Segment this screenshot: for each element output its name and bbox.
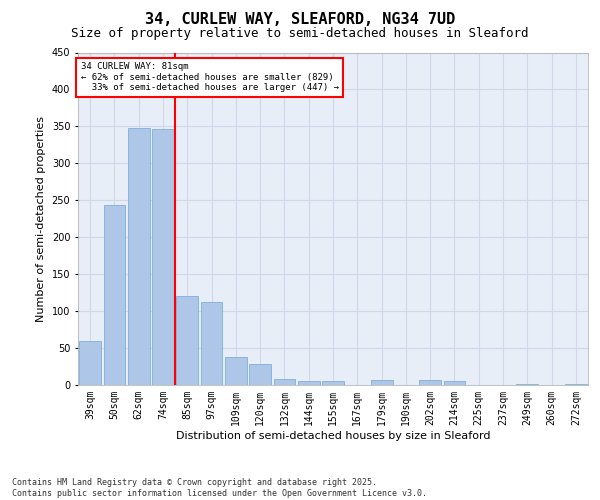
Bar [371,380,392,385]
Text: 34 CURLEW WAY: 81sqm
← 62% of semi-detached houses are smaller (829)
  33% of se: 34 CURLEW WAY: 81sqm ← 62% of semi-detac… [80,62,338,92]
Bar [225,357,247,385]
Bar [176,296,198,385]
Bar [79,340,101,385]
Text: Contains HM Land Registry data © Crown copyright and database right 2025.
Contai: Contains HM Land Registry data © Crown c… [12,478,427,498]
Bar [565,384,587,385]
Bar [419,380,441,385]
Bar [517,384,538,385]
Y-axis label: Number of semi-detached properties: Number of semi-detached properties [36,116,46,322]
Bar [152,130,174,385]
Text: Size of property relative to semi-detached houses in Sleaford: Size of property relative to semi-detach… [71,28,529,40]
Bar [298,382,320,385]
Bar [249,364,271,385]
Bar [128,128,149,385]
Text: 34, CURLEW WAY, SLEAFORD, NG34 7UD: 34, CURLEW WAY, SLEAFORD, NG34 7UD [145,12,455,28]
Bar [104,204,125,385]
X-axis label: Distribution of semi-detached houses by size in Sleaford: Distribution of semi-detached houses by … [176,430,490,440]
Bar [274,379,295,385]
Bar [200,302,223,385]
Bar [443,380,466,385]
Bar [322,382,344,385]
